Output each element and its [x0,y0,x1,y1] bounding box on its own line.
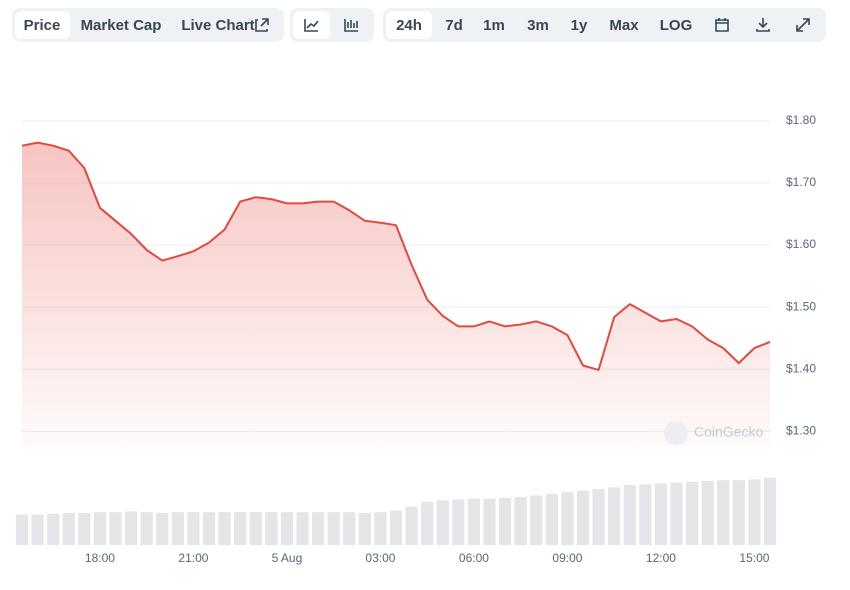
active-range[interactable] [386,11,432,39]
active-tab[interactable] [15,11,70,39]
volume-bar [78,513,91,545]
volume-bar [763,477,777,545]
volume-bar [47,513,60,545]
calendar-icon[interactable] [715,18,729,32]
x-tick-label: 15:00 [739,551,769,565]
y-tick-label: $1.50 [786,299,816,313]
volume-bar [654,483,668,545]
volume-bar [405,506,418,545]
range[interactable]: 1y [571,17,588,34]
volume-bar [218,512,231,545]
volume-bar [109,512,122,545]
x-tick-label: 5 Aug [272,551,303,565]
x-tick-label: 12:00 [646,551,676,565]
volume-bar [530,495,543,545]
x-tick-label: 18:00 [85,551,115,565]
y-tick-label: $1.60 [786,237,816,251]
volume-bar [685,481,699,545]
log-toggle[interactable]: LOG [660,17,693,34]
volume-bar [93,512,107,545]
volume-bar [124,511,138,545]
volume-bar [592,489,605,545]
volume-bar [561,492,574,545]
range-group [383,8,826,42]
volume-bar [280,512,294,545]
volume-bar [421,501,434,545]
price-area [22,142,770,450]
fullscreen-icon[interactable] [796,18,810,32]
volume-bar [31,514,44,545]
volume-bar [187,512,200,545]
volume-bar [514,497,527,545]
volume-bar [358,513,371,545]
volume-bar [701,481,714,545]
range[interactable]: 3m [527,17,549,34]
volume-bar [732,480,745,545]
volume-bar [202,512,216,545]
volume-bar [140,512,153,545]
volume-bar [62,513,75,545]
y-tick-label: $1.70 [786,175,816,189]
x-tick-label: 21:00 [178,551,208,565]
volume-bar [639,484,652,545]
volume-bar [15,514,29,545]
range[interactable]: 1m [483,17,505,34]
range[interactable]: 24h [396,17,422,34]
tab[interactable]: Live Chart [181,17,254,34]
y-tick-label: $1.40 [786,361,816,375]
external-icon [255,18,269,32]
y-tick-label: $1.80 [786,113,816,127]
volume-bar [234,512,247,545]
line-icon [304,19,319,32]
volume-bar [374,512,387,545]
volume-bar [748,479,761,545]
download-icon[interactable] [756,18,770,32]
volume-bar [576,490,590,545]
x-tick-label: 03:00 [365,551,395,565]
range[interactable]: Max [609,17,639,34]
tab[interactable]: Market Cap [81,17,162,34]
volume-bar [467,498,481,545]
y-tick-label: $1.30 [786,424,816,438]
volume-bar [717,480,730,545]
volume-bar [327,512,340,545]
volume-bar [670,482,683,545]
volume-bar [436,500,449,545]
watermark-logo [664,421,688,445]
volume-bar [498,497,512,545]
volume-bar [483,498,496,545]
volume-bar [608,487,621,545]
volume-bar [249,512,262,545]
volume-bar [265,512,278,545]
volume-bar [452,499,465,545]
price-line [21,141,771,371]
volume-bar [171,512,184,545]
tab-group [12,8,284,42]
volume-bar [311,512,325,545]
volume-bar [623,485,636,545]
x-tick-label: 09:00 [552,551,582,565]
range[interactable]: 7d [445,17,463,34]
volume-bar [343,512,356,545]
volume-bar [156,513,169,545]
tab[interactable]: Price [24,17,61,34]
volume-bar [389,510,403,545]
watermark: CoinGecko [694,424,763,440]
volume-bar [545,493,558,545]
volume-bar [296,512,309,545]
x-tick-label: 06:00 [459,551,489,565]
candle-icon[interactable] [344,19,358,32]
